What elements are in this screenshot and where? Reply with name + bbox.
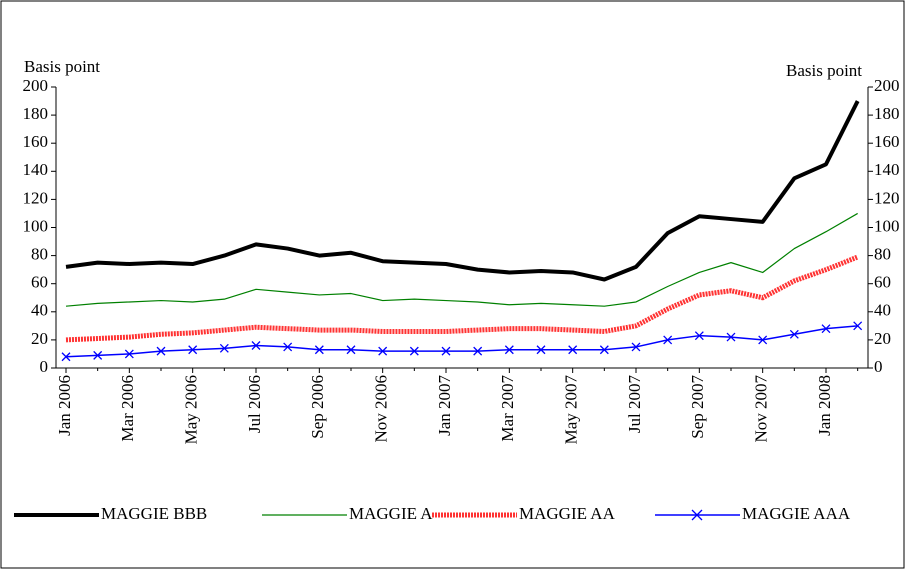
x-tick-label: Jul 2007 <box>625 375 644 434</box>
series-line <box>65 100 860 282</box>
y-tick-label: 40 <box>31 301 48 320</box>
y2-tick-label: 60 <box>874 273 891 292</box>
y-tick-label: 100 <box>23 216 49 235</box>
x-tick-label: May 2007 <box>562 375 581 445</box>
y2-tick-label: 20 <box>874 329 891 348</box>
series-marker <box>314 345 324 355</box>
x-tick-label: Mar 2006 <box>118 375 137 442</box>
series-marker <box>473 346 483 356</box>
series-marker <box>853 321 863 331</box>
x-tick-label: Jul 2006 <box>245 375 264 433</box>
x-tick-label: Jan 2008 <box>815 375 834 436</box>
series-marker <box>378 346 388 356</box>
y-tick-label: 140 <box>23 160 49 179</box>
series-marker <box>821 324 831 334</box>
y2-axis-label: Basis point <box>786 61 862 80</box>
series-marker <box>346 345 356 355</box>
y-axis-label: Basis point <box>24 57 100 76</box>
x-tick-label: Mar 2007 <box>498 375 517 442</box>
y-tick-label: 200 <box>23 76 49 95</box>
x-tick-label: Nov 2006 <box>372 375 391 443</box>
y-tick-label: 160 <box>23 132 49 151</box>
x-tick-label: Nov 2007 <box>752 375 771 443</box>
y-tick-label: 0 <box>40 357 49 376</box>
series-marker <box>283 342 293 352</box>
series-line <box>65 325 858 358</box>
legend-label: MAGGIE A <box>349 504 433 523</box>
series-line <box>65 212 858 307</box>
y-tick-label: 20 <box>31 329 48 348</box>
series-marker <box>219 343 229 353</box>
series-line <box>65 254 859 343</box>
series-marker <box>409 346 419 356</box>
y2-tick-label: 200 <box>874 76 900 95</box>
y2-tick-label: 180 <box>874 104 900 123</box>
y2-tick-label: 100 <box>874 216 900 235</box>
series-marker <box>61 352 71 362</box>
y-tick-label: 80 <box>31 245 48 264</box>
series-marker <box>156 346 166 356</box>
legend-label: MAGGIE AA <box>519 504 616 523</box>
x-tick-label: Sep 2006 <box>308 375 327 439</box>
series-marker <box>568 345 578 355</box>
legend-marker <box>691 509 703 521</box>
x-tick-label: May 2006 <box>182 375 201 444</box>
x-tick-label: Jan 2007 <box>435 375 454 436</box>
series-marker <box>663 335 673 345</box>
y-tick-label: 120 <box>23 188 49 207</box>
series-marker <box>504 345 514 355</box>
series-marker <box>758 335 768 345</box>
y-tick-label: 180 <box>23 104 49 123</box>
y2-tick-label: 0 <box>874 357 883 376</box>
series-marker <box>694 331 704 341</box>
series-marker <box>789 329 799 339</box>
y2-tick-label: 40 <box>874 301 891 320</box>
legend-label: MAGGIE BBB <box>101 504 207 523</box>
series-marker <box>631 342 641 352</box>
series-marker <box>188 345 198 355</box>
y2-tick-label: 140 <box>874 160 900 179</box>
series-marker <box>599 345 609 355</box>
series-marker <box>536 345 546 355</box>
y-tick-label: 60 <box>31 273 48 292</box>
series-marker <box>726 332 736 342</box>
y2-tick-label: 80 <box>874 245 891 264</box>
x-tick-label: Sep 2007 <box>688 375 707 439</box>
x-tick-label: Jan 2006 <box>55 375 74 436</box>
series-marker <box>93 350 103 360</box>
series-marker <box>441 346 451 356</box>
series-marker <box>124 349 134 359</box>
y2-tick-label: 160 <box>874 132 900 151</box>
y2-tick-label: 120 <box>874 188 900 207</box>
series-marker <box>251 341 261 350</box>
legend-label: MAGGIE AAA <box>742 504 851 523</box>
